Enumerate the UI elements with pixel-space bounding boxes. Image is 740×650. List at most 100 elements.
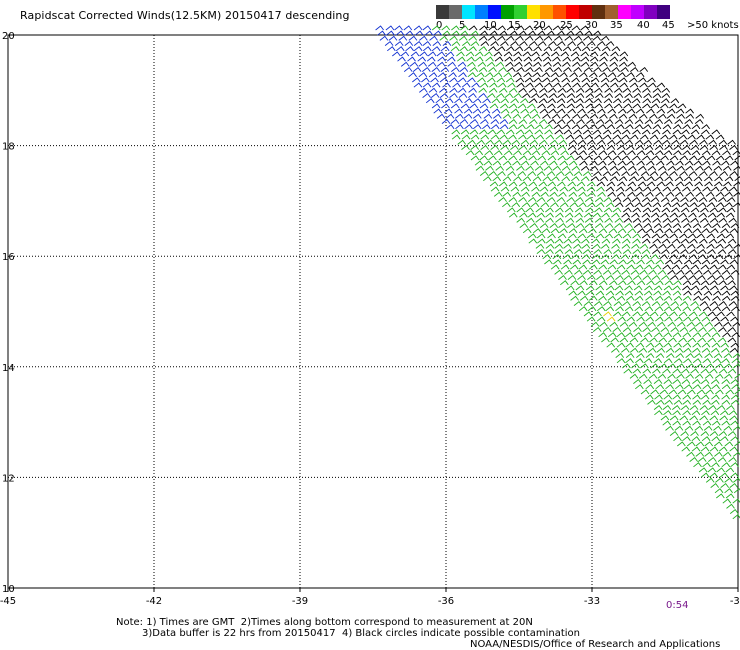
wind-barb	[692, 358, 702, 364]
wind-barb	[500, 103, 509, 109]
wind-barb	[534, 35, 544, 41]
wind-barb	[710, 228, 719, 234]
wind-barb	[433, 30, 442, 36]
wind-barb	[528, 87, 538, 93]
wind-barb	[409, 61, 419, 67]
wind-barb	[606, 342, 616, 348]
wind-barb	[497, 25, 506, 31]
wind-barb	[538, 98, 548, 104]
wind-barb	[588, 228, 597, 234]
wind-barb	[547, 118, 557, 124]
wind-barb	[696, 243, 705, 249]
wind-barb	[514, 46, 524, 52]
wind-barb	[530, 202, 540, 208]
wind-barb	[708, 238, 718, 244]
wind-barb	[717, 248, 727, 254]
wind-barb	[721, 290, 731, 296]
wind-barb	[692, 399, 702, 405]
wind-barb	[699, 139, 708, 145]
wind-barb	[589, 56, 599, 62]
wind-barb	[733, 363, 740, 369]
wind-barb	[490, 134, 500, 140]
wind-barb	[581, 243, 591, 249]
wind-barb	[597, 108, 606, 114]
wind-barb	[432, 40, 442, 46]
wind-barb	[632, 238, 641, 244]
wind-barb	[479, 30, 489, 36]
wind-barb	[612, 207, 622, 213]
wind-barb	[578, 191, 587, 197]
wind-barb	[690, 300, 699, 306]
wind-barb	[560, 51, 570, 57]
wind-barb	[548, 92, 558, 98]
wind-barb	[598, 280, 608, 286]
wind-barb	[404, 40, 414, 46]
wind-barb	[678, 134, 688, 140]
wind-barb	[626, 295, 635, 301]
wind-barb	[689, 415, 698, 421]
wind-barb	[697, 456, 707, 462]
wind-barb	[675, 108, 685, 114]
wind-barb	[627, 150, 636, 156]
wind-barb	[531, 186, 540, 192]
wind-barb	[507, 82, 516, 88]
lat-tick-label: 12	[2, 473, 15, 484]
wind-barb	[720, 410, 729, 416]
wind-barb	[474, 160, 484, 166]
wind-barb	[581, 82, 591, 88]
wind-barb	[526, 134, 536, 140]
wind-barb	[509, 30, 519, 36]
wind-barb	[584, 30, 593, 36]
wind-barb	[641, 233, 651, 239]
wind-barb	[677, 103, 687, 109]
wind-barb	[524, 35, 534, 41]
wind-barb	[625, 124, 634, 130]
wind-barb	[611, 243, 620, 249]
wind-barb	[626, 259, 636, 265]
wind-barb	[674, 316, 683, 322]
wind-barb	[576, 118, 585, 124]
wind-barb	[592, 35, 601, 41]
wind-barb	[709, 280, 718, 286]
wind-barb	[497, 35, 506, 41]
wind-barb	[569, 150, 579, 156]
wind-barb	[667, 363, 677, 369]
wind-barb	[692, 420, 701, 426]
wind-barb	[733, 254, 740, 260]
wind-barb	[471, 82, 480, 88]
wind-barb	[469, 129, 479, 135]
wind-barb	[702, 160, 711, 166]
wind-barb	[571, 176, 580, 182]
wind-barb	[476, 72, 485, 78]
wind-barb	[733, 181, 740, 187]
wind-barb	[445, 113, 455, 119]
wind-barb	[711, 436, 721, 442]
wind-speed-colorbar	[436, 5, 670, 19]
wind-barb	[604, 118, 614, 124]
wind-barb	[689, 202, 698, 208]
wind-barb	[634, 202, 644, 208]
wind-barb	[594, 300, 603, 306]
wind-barb	[708, 404, 717, 410]
wind-barb	[560, 280, 569, 286]
wind-barb	[712, 306, 721, 312]
wind-barb	[425, 98, 435, 104]
wind-barb	[654, 394, 663, 400]
wind-barb	[422, 25, 432, 31]
wind-barb	[571, 254, 580, 260]
wind-barb	[593, 66, 602, 72]
wind-barb	[680, 196, 689, 202]
wind-barb	[451, 129, 461, 135]
wind-barb	[705, 363, 715, 369]
wind-barb	[430, 77, 439, 83]
wind-barb	[646, 280, 655, 286]
wind-barb	[721, 160, 730, 166]
wind-barb	[679, 170, 688, 176]
wind-barb	[684, 181, 694, 187]
wind-barb	[616, 295, 626, 301]
wind-barb	[619, 82, 628, 88]
wind-barb	[583, 311, 593, 317]
wind-barb	[681, 217, 690, 223]
wind-barb	[663, 306, 673, 312]
wind-barb	[682, 306, 692, 312]
